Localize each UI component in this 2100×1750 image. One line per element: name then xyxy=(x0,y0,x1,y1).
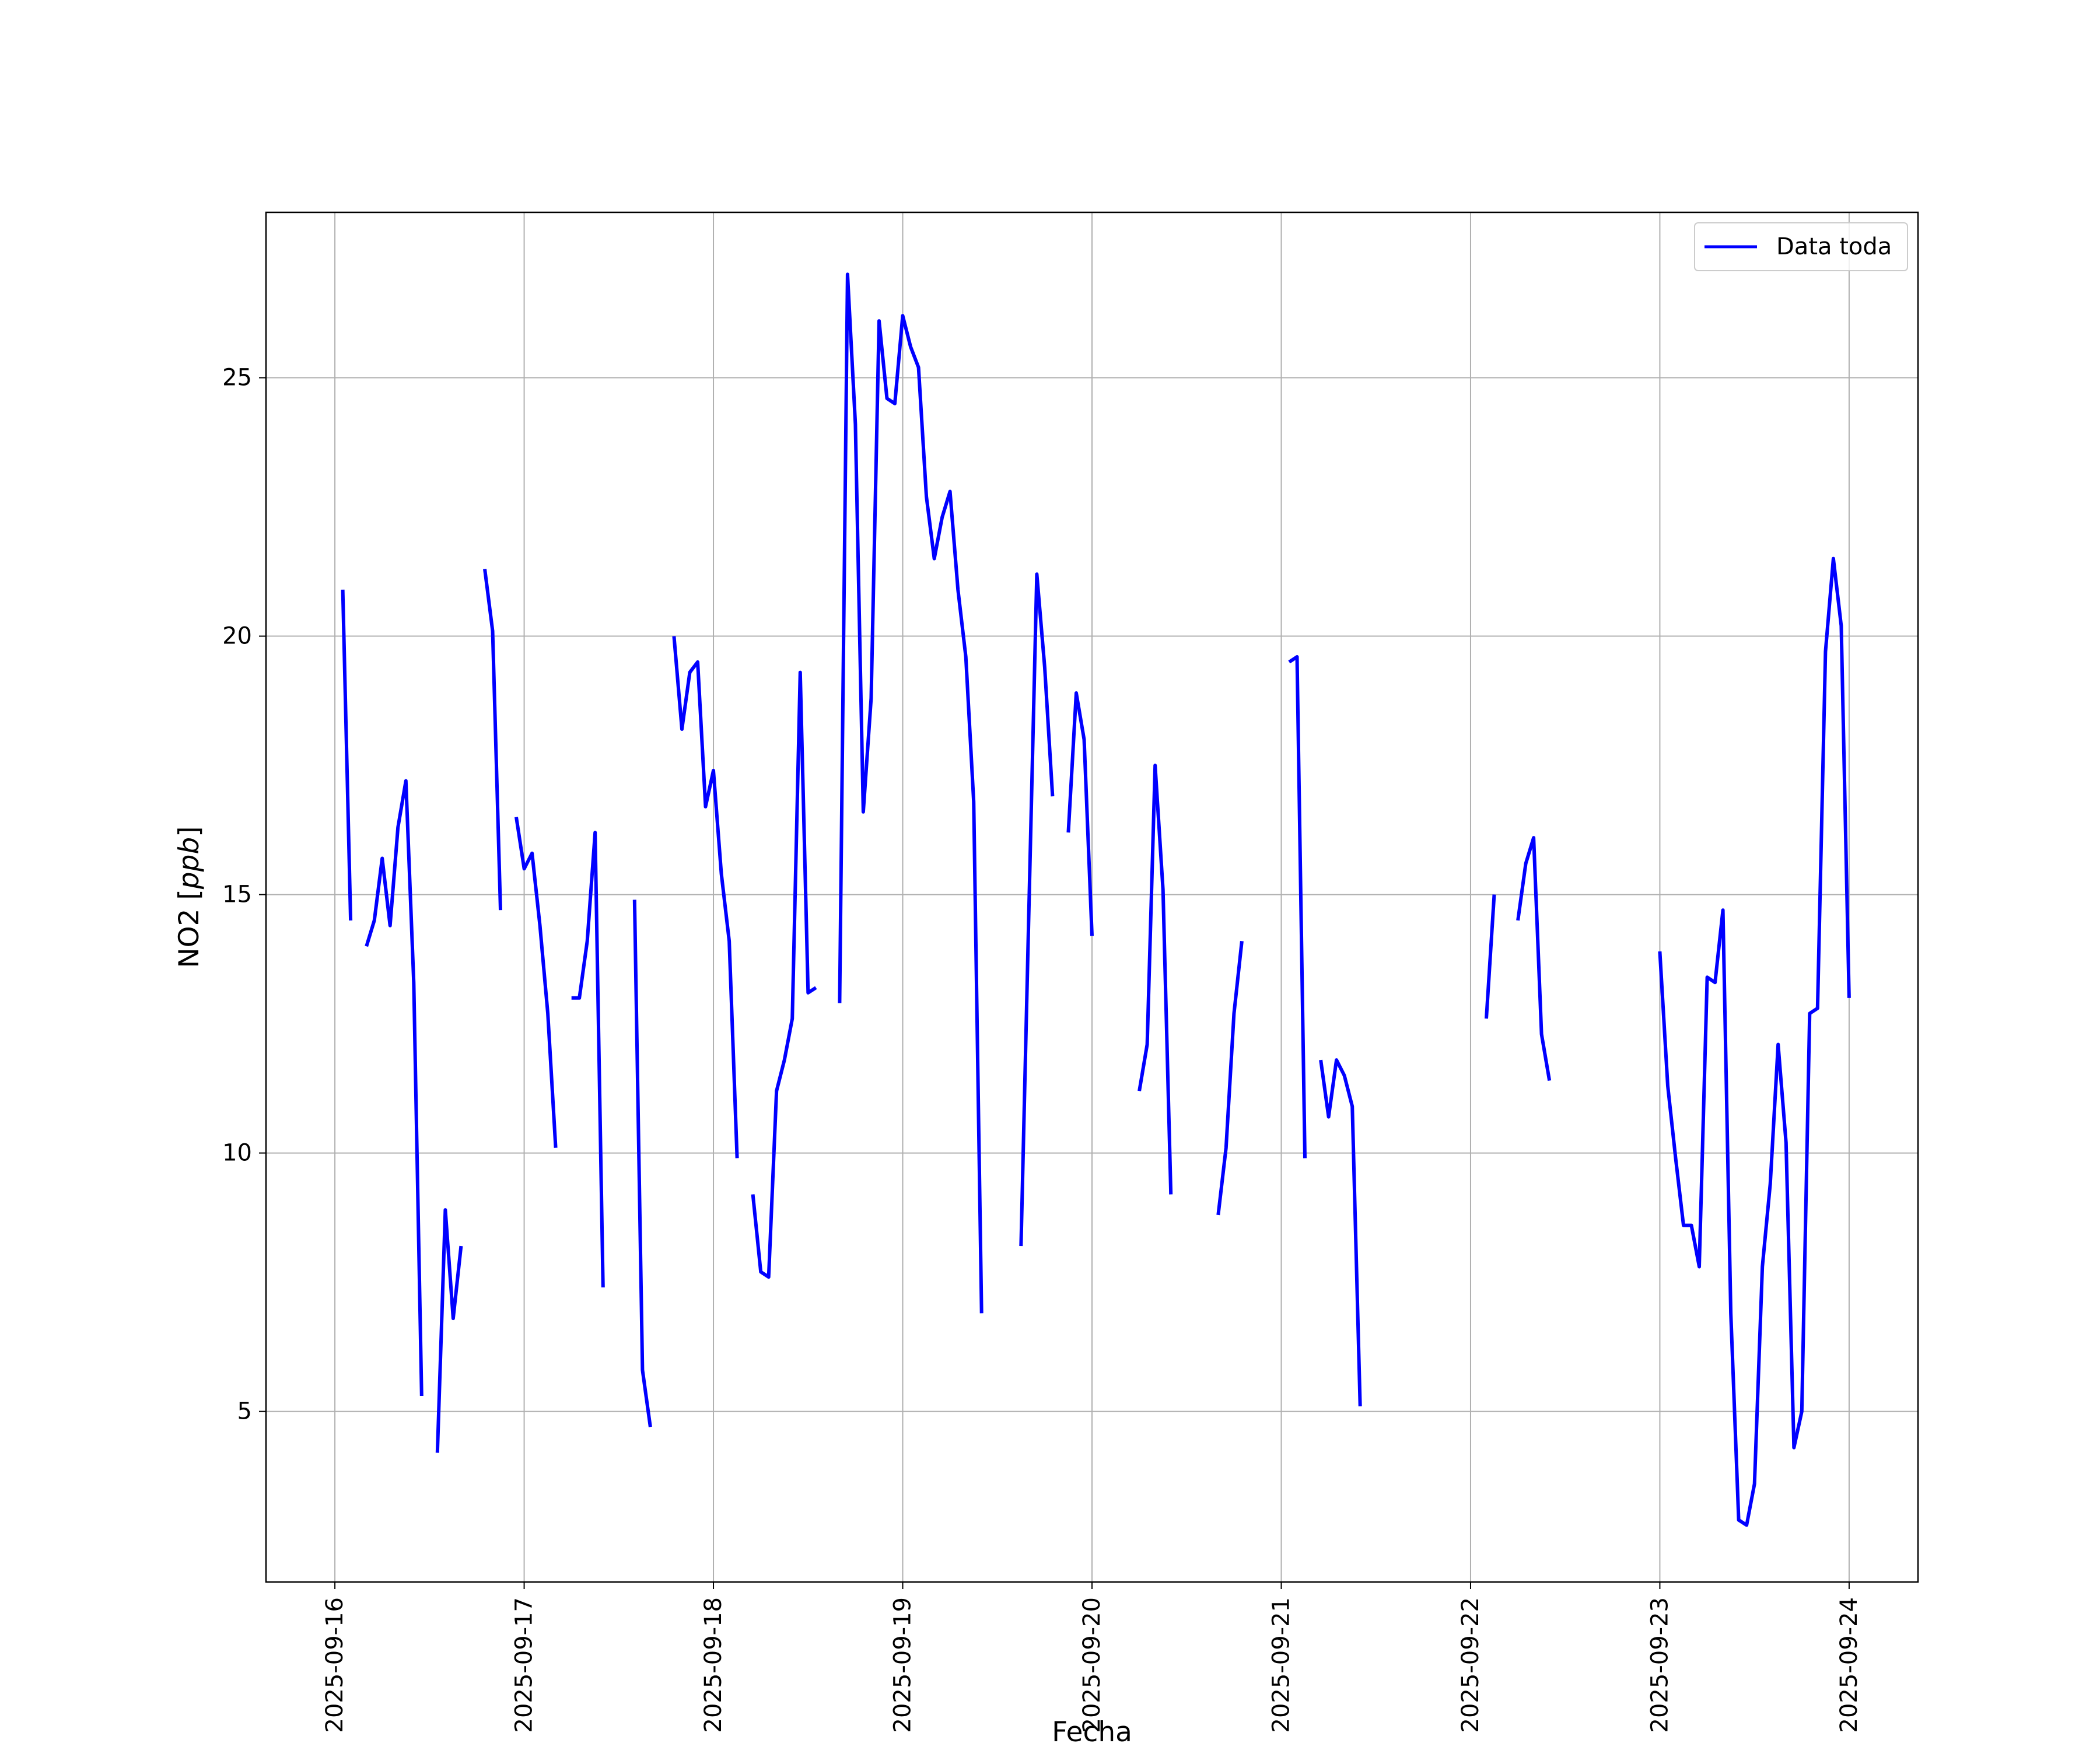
x-axis-ticks: 2025-09-16 2025-09-17 2025-09-18 2025-09-19… xyxy=(321,1582,1863,1732)
series-line-segment xyxy=(1288,655,1307,1158)
legend-label-data-toda: Data toda xyxy=(1776,233,1892,260)
y-tick-label: 20 xyxy=(222,623,252,650)
x-tick-label: 2025-09-18 xyxy=(700,1597,727,1732)
y-axis-ticks: 5 10 15 20 25 xyxy=(222,365,266,1425)
x-tick-label: 2025-09-20 xyxy=(1079,1597,1105,1732)
x-tick-label: 2025-09-24 xyxy=(1836,1597,1863,1732)
series-lines xyxy=(341,272,1851,1527)
series-line-segment xyxy=(632,900,652,1427)
y-tick-label: 15 xyxy=(222,881,252,908)
y-tick-label: 5 xyxy=(237,1398,252,1425)
series-line-segment xyxy=(435,1208,463,1453)
x-tick-label: 2025-09-16 xyxy=(321,1597,348,1732)
y-axis-title: NO2 [ppb] xyxy=(173,826,205,968)
y-axis-title-unit: ppb xyxy=(173,837,205,890)
legend-box xyxy=(1694,222,1908,271)
grid-lines xyxy=(266,212,1918,1582)
x-tick-label: 2025-09-21 xyxy=(1268,1597,1294,1732)
y-tick-label: 25 xyxy=(222,365,252,391)
series-line-segment xyxy=(838,272,984,1314)
y-axis-title-prefix: NO2 [ xyxy=(173,889,205,968)
x-tick-label: 2025-09-19 xyxy=(890,1597,916,1732)
y-axis-title-suffix: ] xyxy=(173,826,205,836)
series-line-segment xyxy=(1019,572,1055,1247)
y-tick-label: 10 xyxy=(222,1140,252,1167)
legend: Data toda xyxy=(1694,222,1908,271)
x-axis-title: Fecha xyxy=(1052,1716,1132,1748)
series-line-segment xyxy=(483,569,502,911)
series-line-segment xyxy=(341,589,353,921)
series-line-segment xyxy=(1066,691,1094,936)
x-tick-label: 2025-09-22 xyxy=(1457,1597,1484,1732)
series-line-segment xyxy=(1516,836,1552,1082)
series-line-segment xyxy=(1485,894,1496,1019)
series-line-segment xyxy=(751,670,817,1279)
x-tick-label: 2025-09-17 xyxy=(511,1597,538,1732)
series-line-segment xyxy=(1138,764,1173,1195)
series-line-segment xyxy=(514,817,558,1148)
series-line-segment xyxy=(365,779,424,1396)
series-line-segment xyxy=(1216,940,1244,1216)
series-line-segment xyxy=(672,636,739,1158)
x-tick-label: 2025-09-23 xyxy=(1646,1597,1673,1732)
series-line-segment xyxy=(1319,1058,1362,1406)
series-line-segment xyxy=(571,831,605,1288)
series-line-segment xyxy=(1658,556,1851,1527)
